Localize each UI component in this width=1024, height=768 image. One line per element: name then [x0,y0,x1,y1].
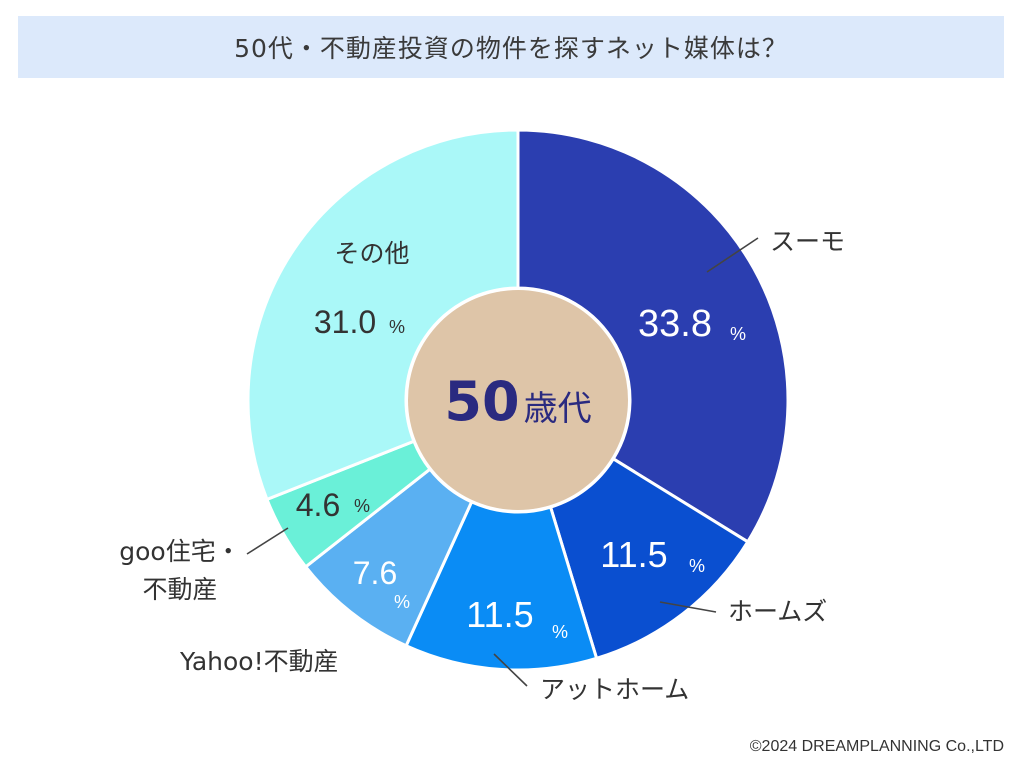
value-label-1: 33.8 [638,303,712,345]
value-label-3: 11.5 [466,594,533,635]
pie-slice-2 [548,456,750,661]
percent-sign-5: % [354,496,370,516]
percent-sign-2: % [689,556,705,576]
percent-sign-6: % [389,317,405,337]
category-label-3: アットホーム [540,675,689,704]
value-label-2: 11.5 [600,534,667,575]
pie-slice-6 [246,128,520,502]
leader-line-2 [659,601,717,613]
category-label-6: その他 [334,239,409,268]
title-bar: 50代・不動産投資の物件を探すネット媒体は？ [18,16,1004,78]
value-label-5: 4.6 [296,487,340,523]
leader-line-5 [246,527,289,555]
value-label-6: 31.0 [314,304,376,340]
category-label-5-line-2: 不動産 [142,575,217,604]
chart-title: 50代・不動産投資の物件を探すネット媒体は？ [234,34,788,63]
category-label-2: ホームズ [728,597,827,626]
category-label-5: goo住宅・ [119,537,240,566]
category-label-4: Yahoo!不動産 [179,647,339,676]
donut-center [408,290,628,510]
category-label-1: スーモ [770,227,845,256]
copyright-text: ©2024 DREAMPLANNING Co.,LTD [749,738,1004,755]
pie-slice-1 [516,128,790,544]
leader-line-1 [706,237,759,273]
percent-sign-3: % [552,622,568,642]
value-label-4: 7.6 [353,555,397,591]
center-label: 50 歳代 [444,370,591,433]
percent-sign-4: % [394,592,410,612]
percent-sign-1: % [730,324,746,344]
leader-line-3 [493,653,528,687]
